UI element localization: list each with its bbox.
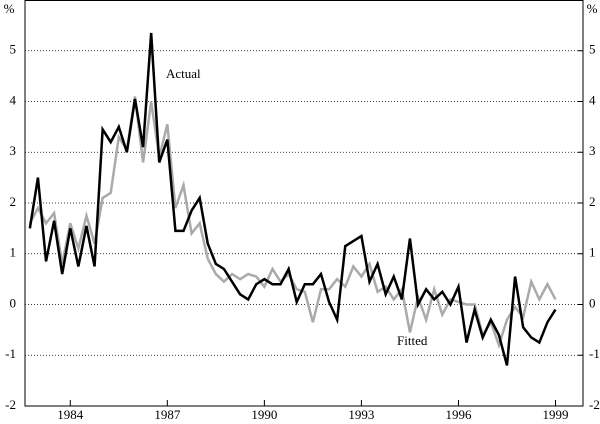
y2-tick-label: -2 xyxy=(589,397,600,412)
y-axis-label: % xyxy=(4,1,15,16)
y-tick-label: 4 xyxy=(10,92,17,107)
y2-tick-label: 4 xyxy=(589,92,596,107)
y2-tick-label: 1 xyxy=(589,245,596,260)
y-tick-label: 2 xyxy=(10,194,17,209)
x-tick-label: 1993 xyxy=(348,407,374,422)
x-tick-label: 1999 xyxy=(543,407,569,422)
x-tick-label: 1987 xyxy=(154,407,181,422)
y-tick-label: 3 xyxy=(10,143,17,158)
y2-tick-label: 2 xyxy=(589,194,596,209)
y-tick-label: -2 xyxy=(5,397,16,412)
y-tick-label: -1 xyxy=(5,346,16,361)
y2-tick-label: 5 xyxy=(589,42,596,57)
y2-tick-label: -1 xyxy=(589,346,600,361)
y2-tick-label: 3 xyxy=(589,143,596,158)
x-tick-label: 1996 xyxy=(445,407,472,422)
y-tick-label: 5 xyxy=(10,42,17,57)
series-line xyxy=(28,32,557,366)
annotation: Fitted xyxy=(397,333,428,348)
x-tick-label: 1990 xyxy=(251,407,277,422)
annotation: Actual xyxy=(166,66,201,81)
x-tick-label: 1984 xyxy=(57,407,84,422)
series-line xyxy=(28,96,557,350)
y-tick-label: 0 xyxy=(10,295,17,310)
y-tick-label: 1 xyxy=(10,245,17,260)
y2-axis-label: % xyxy=(587,1,598,16)
y2-tick-label: 0 xyxy=(589,295,596,310)
